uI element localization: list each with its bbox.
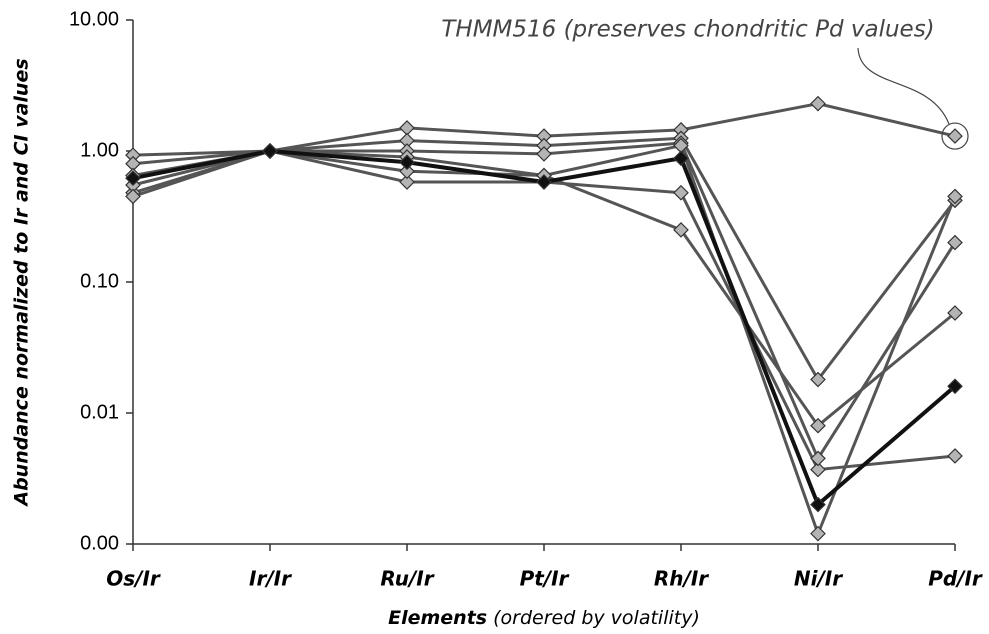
marker — [536, 146, 552, 162]
marker — [810, 496, 826, 513]
marker — [947, 188, 963, 205]
y-tick-label: 0.10 — [80, 270, 119, 292]
marker — [947, 305, 963, 321]
x-axis-label: Elements (ordered by volatility) — [388, 607, 700, 629]
x-tick-label: Pd/Ir — [928, 567, 983, 591]
x-label-bold: Elements — [388, 607, 487, 629]
marker — [536, 174, 552, 190]
marker — [262, 143, 278, 159]
marker — [810, 371, 826, 388]
marker — [947, 128, 963, 144]
x-tick-label: Ir/Ir — [249, 567, 292, 591]
x-tick-label: Pt/Ir — [520, 567, 570, 591]
marker — [399, 163, 415, 180]
y-tick-label: 0.00 — [80, 532, 119, 554]
marker — [947, 234, 963, 251]
marker — [399, 154, 415, 171]
x-tick-label: Rh/Ir — [654, 567, 709, 591]
marker — [673, 150, 689, 167]
x-tick-label: Ni/Ir — [794, 567, 843, 591]
series-line — [132, 141, 957, 462]
marker — [810, 525, 826, 542]
y-axis-label: Abundance normalized to Ir and CI values — [11, 58, 33, 507]
marker — [810, 450, 826, 467]
annotation: THMM516 (preserves chondritic Pd values) — [441, 17, 934, 43]
marker — [125, 170, 141, 187]
x-tick-label: Ru/Ir — [380, 567, 434, 591]
marker — [673, 222, 689, 238]
annotation-circle — [941, 122, 969, 150]
series-line — [132, 143, 957, 538]
marker — [125, 188, 141, 205]
y-tick-label: 10.00 — [69, 8, 119, 30]
marker — [947, 448, 963, 464]
x-tick-label: Os/Ir — [106, 567, 161, 591]
series-line — [132, 148, 957, 508]
marker — [810, 417, 826, 434]
y-tick-label: 1.00 — [80, 139, 119, 161]
y-tick-label: 0.01 — [80, 401, 119, 423]
x-label-rest: (ordered by volatility) — [493, 607, 700, 629]
marker — [947, 378, 963, 395]
marker — [810, 95, 826, 112]
marker — [399, 174, 415, 190]
annotation-leader — [857, 47, 950, 125]
series-line — [132, 149, 956, 428]
marker — [673, 184, 689, 201]
series-line — [132, 149, 956, 472]
marker — [810, 461, 826, 478]
